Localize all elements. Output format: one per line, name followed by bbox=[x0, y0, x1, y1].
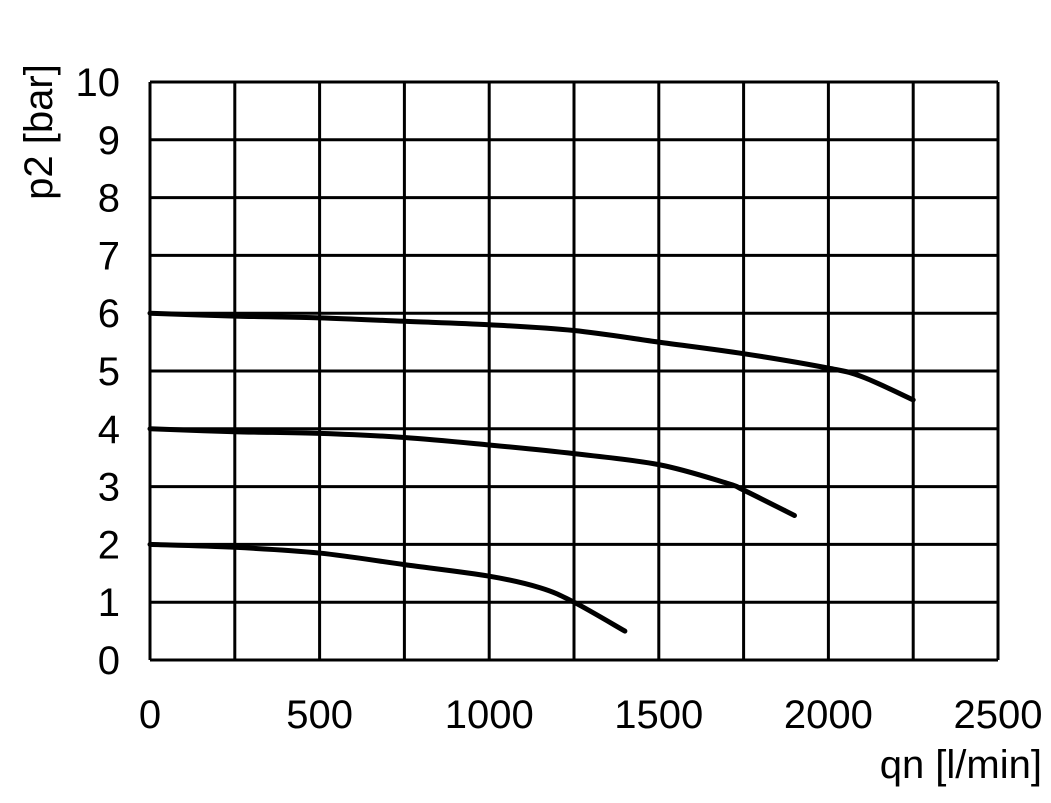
y-tick-label: 8 bbox=[98, 177, 120, 221]
x-tick-label: 500 bbox=[286, 693, 353, 737]
series-line-3 bbox=[147, 541, 628, 634]
y-tick-label: 6 bbox=[98, 292, 120, 336]
y-tick-label: 1 bbox=[98, 581, 120, 625]
x-tick-label: 1000 bbox=[445, 693, 534, 737]
x-tick-label: 2500 bbox=[954, 693, 1043, 737]
plot-grid bbox=[148, 80, 1000, 662]
y-tick-label: 2 bbox=[98, 523, 120, 567]
y-tick-labels: 0 1 2 3 4 5 6 7 8 9 10 bbox=[76, 61, 121, 683]
x-tick-labels: 0 500 1000 1500 2000 2500 bbox=[139, 693, 1043, 737]
y-tick-label: 0 bbox=[98, 639, 120, 683]
y-tick-label: 3 bbox=[98, 466, 120, 510]
x-axis-label: qn [l/min] bbox=[880, 743, 1042, 787]
series-line-2 bbox=[147, 426, 797, 518]
y-tick-label: 4 bbox=[98, 408, 120, 452]
y-tick-label: 5 bbox=[98, 350, 120, 394]
y-axis-label: p2 [bar] bbox=[17, 64, 61, 200]
y-tick-label: 10 bbox=[76, 61, 121, 105]
x-tick-label: 0 bbox=[139, 693, 161, 737]
x-tick-label: 1500 bbox=[614, 693, 703, 737]
y-tick-label: 7 bbox=[98, 234, 120, 278]
series-group bbox=[147, 310, 916, 634]
y-tick-label: 9 bbox=[98, 119, 120, 163]
x-tick-label: 2000 bbox=[784, 693, 873, 737]
series-line-1 bbox=[147, 310, 916, 403]
